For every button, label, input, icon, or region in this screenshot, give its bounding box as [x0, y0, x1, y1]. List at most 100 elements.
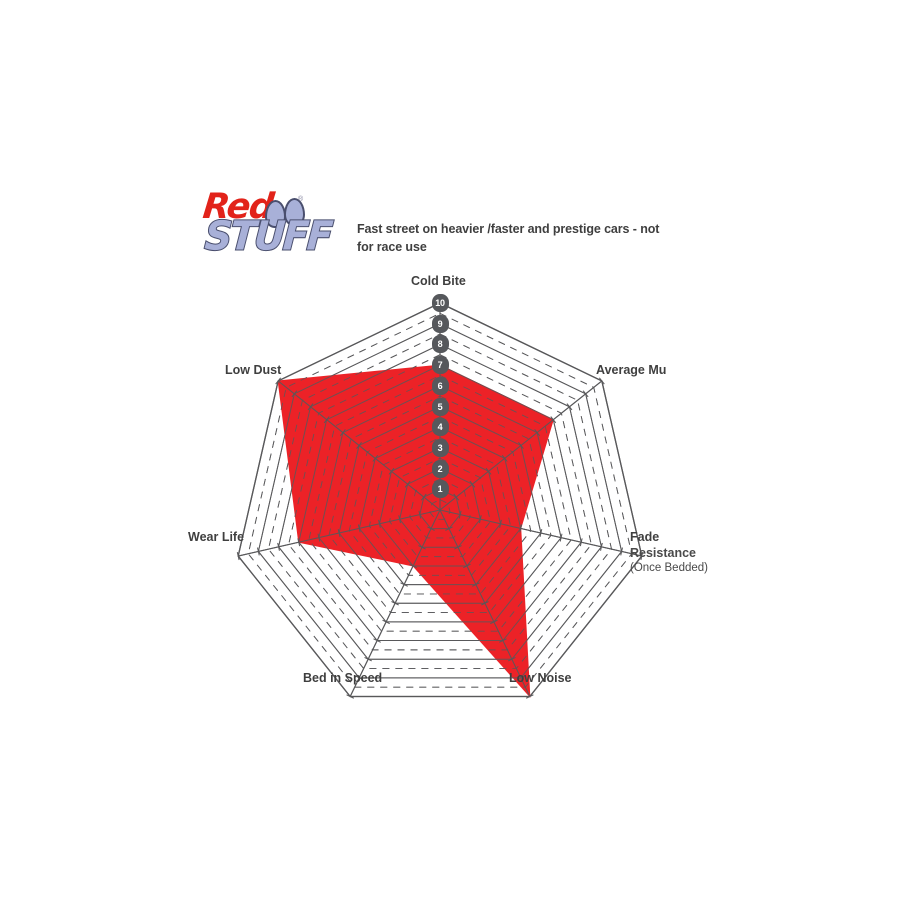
- axis-tick-low-noise-5: [481, 601, 489, 606]
- axis-tick-bed-in-speed-2: [418, 545, 426, 550]
- red-stuff-logo: Red ® STUFF: [201, 187, 334, 262]
- axis-label-low-dust: Low Dust: [225, 363, 282, 377]
- scale-marker-3: 3: [431, 438, 449, 457]
- axis-tick-fade-7: [579, 538, 583, 547]
- axis-tick-wear-life-10: [236, 552, 240, 561]
- grid-ring-overlay-dashed-6: [308, 374, 572, 632]
- grid-ring-overlay-dashed-3: [368, 437, 512, 576]
- axis-tick-low-noise-4: [472, 582, 480, 587]
- axis-tick-fade-6: [559, 533, 563, 542]
- axis-tick-average-mu-6: [534, 429, 540, 437]
- axis-tick-fade-4: [519, 524, 523, 533]
- axis-tick-wear-life-1: [418, 510, 422, 519]
- axis-tick-wear-life-4: [357, 524, 361, 533]
- grid-ring-overlay-dashed-8: [267, 333, 613, 669]
- axis-tick-low-dust-9: [291, 390, 298, 398]
- axis-tick-bed-in-speed-7: [373, 638, 381, 643]
- grid-ring-overlay-3: [378, 447, 502, 567]
- axis-tick-wear-life-8: [277, 542, 280, 551]
- axis-tick-low-noise-10: [525, 694, 534, 699]
- radar-series-polygon: [277, 364, 554, 698]
- scale-marker-4: 4: [431, 418, 449, 437]
- axis-tick-low-noise-9: [517, 675, 525, 681]
- axis-label-fade-resistance: Fade Resistance (Once Bedded): [630, 530, 708, 576]
- grid-ring-overlay-dashed-9: [247, 312, 633, 688]
- grid-ring-overlay-5: [338, 405, 542, 604]
- logo-word-stuff: STUFF: [202, 212, 333, 260]
- axis-tick-wear-life-5: [337, 529, 341, 538]
- series-polygon-red-stuff: [277, 364, 554, 698]
- axis-tick-bed-in-speed-9: [355, 675, 363, 681]
- grid-ring-overlay-4: [358, 426, 522, 586]
- grid-ring-overlay-9: [257, 323, 623, 679]
- axis-tick-fade-1: [458, 510, 462, 519]
- axis-label-cold-bite: Cold Bite: [411, 274, 466, 288]
- axis-label-fade-line3: (Once Bedded): [630, 562, 708, 575]
- axis-tick-fade-8: [600, 542, 603, 551]
- axis-tick-wear-life-3: [378, 519, 381, 528]
- axis-tick-fade-9: [620, 547, 624, 556]
- logo-blob-decoration: [265, 198, 309, 228]
- axis-tick-fade-2: [478, 515, 482, 524]
- axis-tick-fade-5: [539, 529, 543, 538]
- axis-tick-low-dust-7: [323, 416, 330, 424]
- axis-label-average-mu: Average Mu: [596, 363, 667, 377]
- scale-marker-5: 5: [431, 397, 449, 416]
- grid-ring-overlay-dashed-7: [288, 354, 592, 651]
- grid-ring-overlay-dashed-2: [389, 457, 491, 558]
- axis-tick-average-mu-9: [582, 390, 589, 398]
- scale-marker-6: 6: [431, 376, 449, 395]
- axis-tick-bed-in-speed-8: [364, 657, 372, 662]
- axis-tick-average-mu-8: [566, 403, 573, 411]
- axis-tick-low-noise-2: [454, 545, 462, 550]
- axis-tick-low-dust-10: [275, 377, 282, 385]
- scale-marker-9: 9: [431, 314, 449, 333]
- grid-ring-overlay-8: [278, 343, 602, 660]
- axis-tick-average-mu-4: [501, 454, 508, 462]
- axis-tick-low-dust-6: [340, 429, 346, 437]
- axis-tick-low-dust-8: [307, 403, 314, 411]
- scale-marker-10: 10: [431, 294, 449, 312]
- axis-tick-fade-3: [499, 519, 502, 528]
- axis-tick-bed-in-speed-10: [346, 694, 355, 699]
- axis-tick-low-noise-7: [499, 638, 507, 643]
- axis-tick-low-noise-1: [445, 526, 453, 531]
- scale-marker-1: 1: [431, 480, 449, 499]
- axis-tick-average-mu-3: [485, 467, 492, 475]
- grid-ring-overlay-dashed-5: [328, 395, 552, 614]
- grid-ring-overlay-1: [419, 488, 461, 530]
- axis-tick-average-mu-10: [598, 377, 605, 385]
- axis-tick-bed-in-speed-5: [391, 601, 399, 606]
- axis-tick-wear-life-9: [256, 547, 260, 556]
- radar-svg: [236, 302, 644, 699]
- grid-ring-overlay-2: [399, 468, 481, 548]
- axis-label-bed-in-speed: Bed in Speed: [303, 671, 383, 685]
- axis-tick-wear-life-2: [398, 515, 402, 524]
- axis-tick-bed-in-speed-1: [427, 526, 435, 531]
- axis-tick-low-dust-4: [372, 454, 379, 462]
- axis-tick-low-noise-8: [508, 657, 516, 662]
- axis-tick-low-dust-3: [388, 467, 395, 475]
- axis-label-fade-line1: Fade: [630, 530, 660, 544]
- radar-chart: [150, 268, 770, 708]
- scale-marker-8: 8: [431, 335, 449, 354]
- axis-label-fade-line2: Resistance: [630, 545, 697, 560]
- axis-label-low-noise: Low Noise: [509, 671, 572, 685]
- axis-tick-bed-in-speed-3: [409, 563, 417, 569]
- axis-tick-fade-10: [640, 552, 644, 561]
- scale-marker-2: 2: [431, 459, 449, 478]
- grid-ring-overlay-dashed-4: [348, 416, 532, 595]
- logo-blob-right: [284, 198, 305, 226]
- axis-tick-bed-in-speed-6: [382, 619, 390, 625]
- axis-tick-average-mu-5: [518, 442, 524, 449]
- axis-tick-average-mu-2: [469, 480, 476, 488]
- axis-tick-low-dust-2: [404, 480, 411, 488]
- axis-tick-average-mu-1: [453, 493, 460, 501]
- axis-tick-low-dust-1: [420, 493, 427, 501]
- scale-marker-7: 7: [431, 356, 449, 375]
- grid-ring-overlay-6: [318, 385, 562, 623]
- axis-tick-wear-life-6: [317, 533, 321, 542]
- axis-tick-bed-in-speed-4: [400, 582, 408, 587]
- axis-label-wear-life: Wear Life: [188, 530, 245, 544]
